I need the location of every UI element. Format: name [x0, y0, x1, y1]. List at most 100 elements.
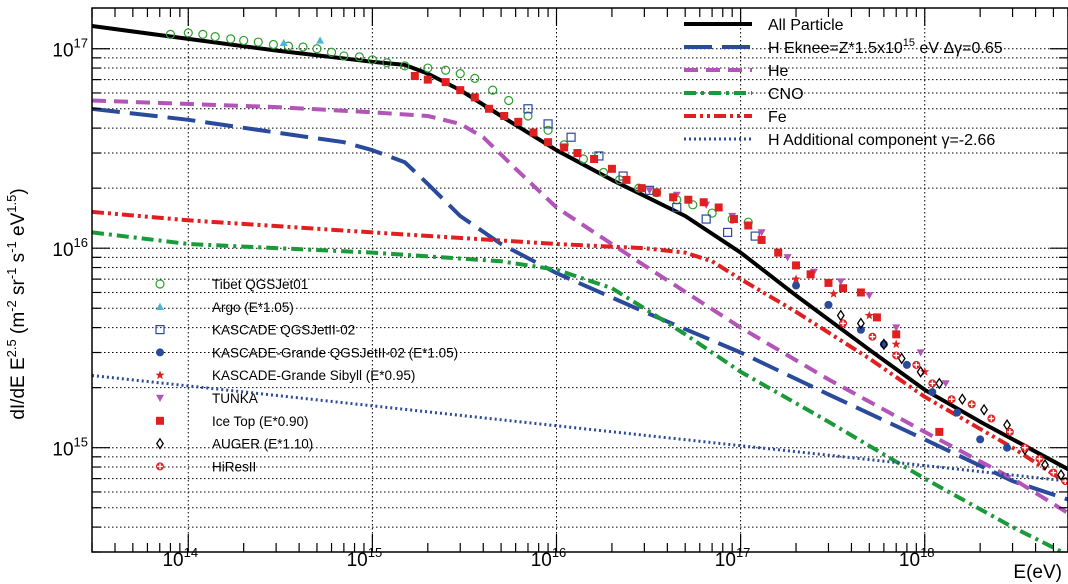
legend-marker-label-5: TUNKA: [212, 391, 258, 406]
marker-square-filled-6: [839, 284, 848, 293]
marker-square-filled-6: [560, 143, 569, 152]
marker-square-filled-6: [774, 248, 783, 257]
legend-marker-0: [155, 279, 165, 289]
marker-cross-circle-8: [1049, 468, 1058, 477]
marker-diamond-open-7: [958, 393, 967, 406]
legend-marker-6: [156, 416, 164, 425]
marker-circle-filled-3: [1003, 443, 1012, 452]
y-axis-label-m4: eV: [8, 212, 29, 241]
legend-marker-label-1: Argo (E*1.05): [212, 300, 294, 315]
plot-area-background: [92, 8, 1068, 552]
marker-circle-open-0: [504, 95, 514, 106]
legend-line-label-3: CNO: [768, 86, 804, 103]
marker-diamond-open-7: [980, 403, 989, 416]
marker-diamond-open-7: [916, 365, 925, 378]
marker-diamond-open-7: [856, 317, 865, 330]
y-axis-label-m1: (m: [8, 312, 29, 339]
marker-star-4: [864, 310, 874, 320]
line-series-4: [92, 209, 1068, 486]
line-series-1: [92, 106, 1068, 502]
marker-square-filled-6: [470, 93, 479, 102]
marker-square-open-2: [523, 104, 533, 114]
x-tick-label: 1018: [899, 545, 935, 571]
marker-cross-circle-8: [928, 379, 937, 388]
marker-triangle-down-5: [645, 187, 654, 195]
marker-legend: Tibet QGSJet01 Argo (E*1.05) KASCADE QGSJe…: [155, 277, 458, 474]
marker-square-filled-6: [792, 261, 801, 270]
line-series-5: [92, 374, 1068, 483]
y-tick-label: 1015: [52, 435, 88, 461]
marker-triangle-down-5: [865, 292, 874, 300]
marker-circle-open-0: [268, 39, 279, 50]
marker-circle-open-0: [423, 63, 433, 73]
legend-marker-3: [156, 348, 164, 357]
marker-cross-circle-8: [967, 400, 976, 409]
marker-star-4: [829, 289, 839, 298]
marker-square-filled-6: [699, 198, 708, 207]
marker-square-filled-6: [514, 117, 523, 126]
x-tick-label: 1016: [531, 545, 567, 571]
legend-marker-label-0: Tibet QGSJet01: [212, 277, 308, 292]
marker-square-filled-6: [590, 155, 599, 164]
marker-diamond-open-7: [879, 338, 888, 351]
marker-square-filled-6: [573, 149, 582, 158]
y-axis-label-exp1: 2.5: [4, 339, 19, 357]
marker-triangle-down-5: [783, 254, 792, 262]
marker-circle-open-0: [400, 61, 410, 71]
marker-diamond-open-7: [935, 377, 944, 390]
marker-square-filled-6: [824, 278, 833, 287]
marker-square-filled-6: [607, 164, 616, 173]
marker-square-filled-6: [806, 270, 815, 279]
marker-cross-circle-8: [892, 351, 901, 360]
marker-square-filled-6: [872, 313, 881, 322]
tick-labels: 1014 1015 1016 1017 1018 1015 1016 1017: [52, 36, 934, 571]
marker-circle-open-0: [578, 154, 589, 164]
marker-circle-open-0: [210, 32, 220, 42]
marker-circle-filled-3: [902, 360, 911, 369]
legend-marker-label-2: KASCADE QGSJetII-02: [212, 323, 355, 338]
line-series-3: [92, 230, 1067, 552]
marker-cross-circle-8: [1035, 454, 1044, 463]
marker-square-filled-6: [456, 86, 465, 95]
marker-triangle-down-5: [892, 324, 901, 332]
marker-square-filled-6: [744, 221, 753, 230]
legend-line-label-0: All Particle: [768, 17, 844, 34]
marker-diamond-open-7: [1057, 468, 1066, 481]
marker-square-filled-6: [757, 235, 766, 244]
marker-circle-open-0: [543, 125, 553, 135]
line-series-2: [92, 98, 1068, 515]
marker-square-filled-6: [441, 78, 450, 87]
y-axis-label-m3: s: [8, 253, 29, 268]
marker-circle-filled-3: [792, 281, 801, 290]
marker-circle-open-0: [354, 52, 364, 62]
marker-circle-open-0: [339, 51, 349, 61]
marker-square-filled-6: [529, 128, 538, 137]
marker-square-filled-6: [935, 427, 944, 436]
legend-marker-7: [156, 437, 164, 450]
y-axis-label-exp4: -1: [4, 241, 19, 253]
legend-line-label-4: Fe: [768, 109, 787, 126]
marker-cross-circle-8: [947, 395, 956, 404]
legend-marker-1: [156, 302, 164, 310]
marker-triangle-down-5: [757, 229, 766, 237]
marker-circle-filled-3: [976, 435, 985, 444]
marker-circle-open-0: [367, 55, 377, 65]
marker-square-open-2: [672, 202, 682, 213]
marker-square-filled-6: [423, 75, 432, 84]
marker-square-filled-6: [500, 111, 509, 120]
marker-circle-open-0: [298, 42, 308, 52]
marker-circle-open-0: [183, 28, 193, 38]
legend-marker-5: [156, 394, 164, 402]
marker-square-filled-6: [684, 195, 693, 204]
marker-circle-open-0: [488, 85, 498, 95]
marker-square-open-2: [543, 119, 553, 129]
marker-circle-open-0: [598, 167, 609, 177]
marker-star-4: [891, 339, 901, 349]
marker-square-filled-6: [856, 288, 865, 297]
marker-square-filled-6: [637, 184, 646, 193]
model-lines: [92, 24, 1068, 552]
legend-marker-label-8: HiResII: [212, 459, 256, 474]
marker-star-4: [920, 367, 930, 376]
marker-triangle-up-1: [316, 36, 325, 44]
marker-circle-open-0: [470, 73, 480, 83]
